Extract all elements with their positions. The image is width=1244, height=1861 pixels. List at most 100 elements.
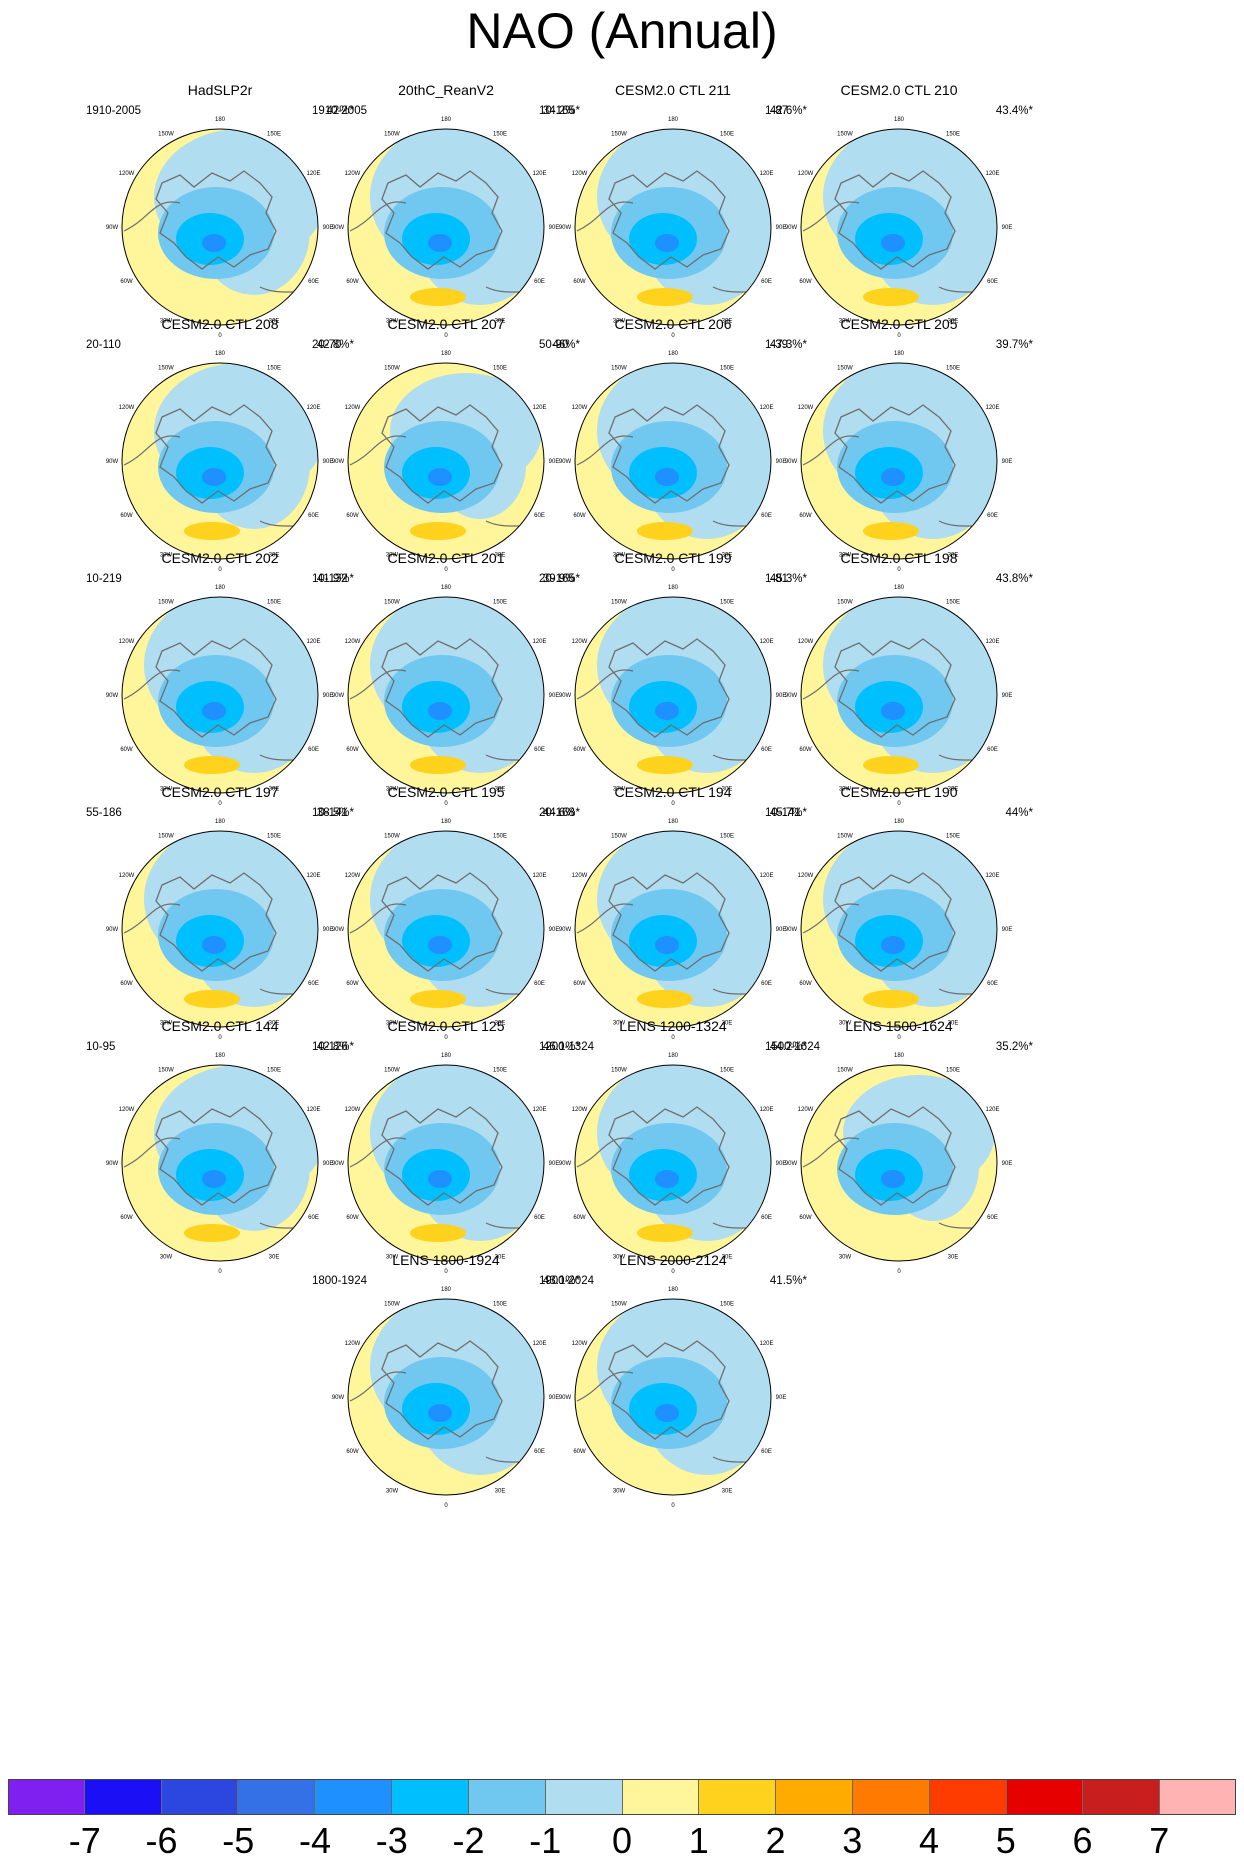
positive-anomaly-lobe (863, 756, 919, 774)
negative-anomaly-center (655, 702, 679, 720)
panel-period: 1800-1924 (312, 1275, 367, 1287)
panel-period: 20-168 (539, 807, 575, 819)
longitude-label: 150W (384, 600, 400, 606)
longitude-label: 0 (897, 801, 901, 807)
longitude-label: 30E (269, 553, 280, 559)
polar-map: 180 150E 120E 90E 60E 30E 0 30W 60W 90W 120W 150W (559, 585, 787, 807)
panel-variance: 47.3%* (769, 339, 807, 351)
longitude-label: 30W (613, 1255, 626, 1261)
longitude-label: 30E (495, 319, 506, 325)
colorbar-swatch (545, 1779, 623, 1815)
longitude-label: 60E (761, 747, 772, 753)
panel-variance: 45.7%* (769, 807, 807, 819)
longitude-label: 30E (495, 1489, 506, 1495)
polar-map: 180 150E 120E 90E 60E 30E 0 30W 60W 90W 120W 150W (332, 1053, 560, 1275)
longitude-label: 60W (120, 747, 133, 753)
longitude-label: 150W (158, 132, 174, 138)
longitude-label: 30W (386, 553, 399, 559)
longitude-label: 60W (346, 279, 359, 285)
coastline (381, 404, 503, 504)
positive-anomaly-lobe (637, 288, 693, 306)
longitude-label: 60W (120, 1215, 133, 1221)
longitude-label: 30E (722, 553, 733, 559)
longitude-label: 150W (837, 132, 853, 138)
longitude-label: 90W (332, 693, 345, 699)
coastline (381, 638, 503, 738)
panel-variance: 38.5%* (316, 807, 354, 819)
longitude-label: 120W (572, 405, 588, 411)
longitude-label: 150E (946, 1068, 960, 1074)
panel-variance: 45.3%* (769, 573, 807, 585)
longitude-label: 150W (384, 366, 400, 372)
coastline (834, 170, 956, 270)
longitude-label: 0 (444, 333, 448, 339)
longitude-label: 90W (332, 225, 345, 231)
longitude-label: 60W (346, 747, 359, 753)
positive-anomaly-lobe (410, 288, 466, 306)
longitude-label: 60W (346, 513, 359, 519)
longitude-label: 180 (894, 117, 905, 123)
map-boundary (800, 596, 998, 794)
longitude-label: 30W (839, 319, 852, 325)
panel-title: CESM2.0 CTL 199 (614, 550, 732, 566)
longitude-label: 90W (785, 459, 798, 465)
map-panel: CESM2.0 CTL 194 20-168 45.7%* 180 150E 120E 90… (539, 784, 807, 1052)
longitude-label: 30E (269, 1021, 280, 1027)
colorbar-tick-label: -1 (529, 1820, 562, 1861)
longitude-label: 60E (987, 1215, 998, 1221)
polar-map: 180 150E 120E 90E 60E 30E 0 30W 60W 90W 120W 150W (332, 1287, 560, 1509)
panel-title: LENS 1200-1324 (619, 1018, 727, 1034)
longitude-label: 180 (668, 585, 679, 591)
longitude-label: 150W (384, 132, 400, 138)
panel-variance: 39.7%* (995, 339, 1033, 351)
longitude-label: 150E (946, 600, 960, 606)
longitude-label: 120W (572, 873, 588, 879)
longitude-label: 60W (346, 1215, 359, 1221)
longitude-label: 120W (119, 873, 135, 879)
longitude-label: 60W (573, 513, 586, 519)
negative-anomaly-center (655, 468, 679, 486)
longitude-label: 150E (946, 834, 960, 840)
longitude-label: 180 (215, 1053, 226, 1059)
map-boundary (347, 1298, 545, 1496)
longitude-label: 150W (158, 366, 174, 372)
longitude-label: 150E (720, 132, 734, 138)
panel-variance: 42.8%* (316, 1041, 354, 1053)
coastline (834, 1106, 956, 1206)
panel-variance: 46%* (552, 339, 581, 351)
panel-variance: 34.2%* (542, 105, 580, 117)
polar-map: 180 150E 120E 90E 60E 30E 0 30W 60W 90W 120W 150W (785, 585, 1013, 807)
map-boundary (574, 128, 772, 326)
longitude-label: 180 (668, 351, 679, 357)
longitude-label: 90E (1002, 693, 1013, 699)
positive-anomaly-lobe (637, 1224, 693, 1242)
longitude-label: 120E (759, 1107, 773, 1113)
coastline (155, 170, 277, 270)
longitude-label: 90E (776, 459, 787, 465)
longitude-label: 60W (799, 1215, 812, 1221)
positive-anomaly-lobe (184, 756, 240, 774)
colorbar-tick-label: 7 (1149, 1820, 1170, 1861)
longitude-label: 150W (837, 834, 853, 840)
map-panel: CESM2.0 CTL 195 10-141 44.6%* 180 150E 120E 90… (312, 784, 580, 1052)
longitude-label: 30E (269, 319, 280, 325)
map-panel: 20thC_ReanV2 1910-2005 34.2%* 180 150E 120E 90… (312, 82, 580, 350)
longitude-label: 150E (267, 1068, 281, 1074)
colorbar-swatch (315, 1779, 393, 1815)
longitude-label: 30W (613, 319, 626, 325)
longitude-label: 90W (332, 1161, 345, 1167)
longitude-label: 180 (894, 819, 905, 825)
longitude-label: 90W (332, 459, 345, 465)
longitude-label: 60E (761, 1449, 772, 1455)
longitude-label: 150W (611, 1068, 627, 1074)
longitude-label: 120W (572, 639, 588, 645)
longitude-label: 0 (671, 1503, 675, 1509)
colorbar-swatch (622, 1779, 700, 1815)
longitude-label: 30W (386, 787, 399, 793)
longitude-label: 90E (549, 459, 560, 465)
longitude-label: 60E (308, 747, 319, 753)
colorbar-swatch (84, 1779, 162, 1815)
longitude-label: 90E (1002, 1161, 1013, 1167)
longitude-label: 30E (495, 1021, 506, 1027)
longitude-label: 150E (493, 1068, 507, 1074)
